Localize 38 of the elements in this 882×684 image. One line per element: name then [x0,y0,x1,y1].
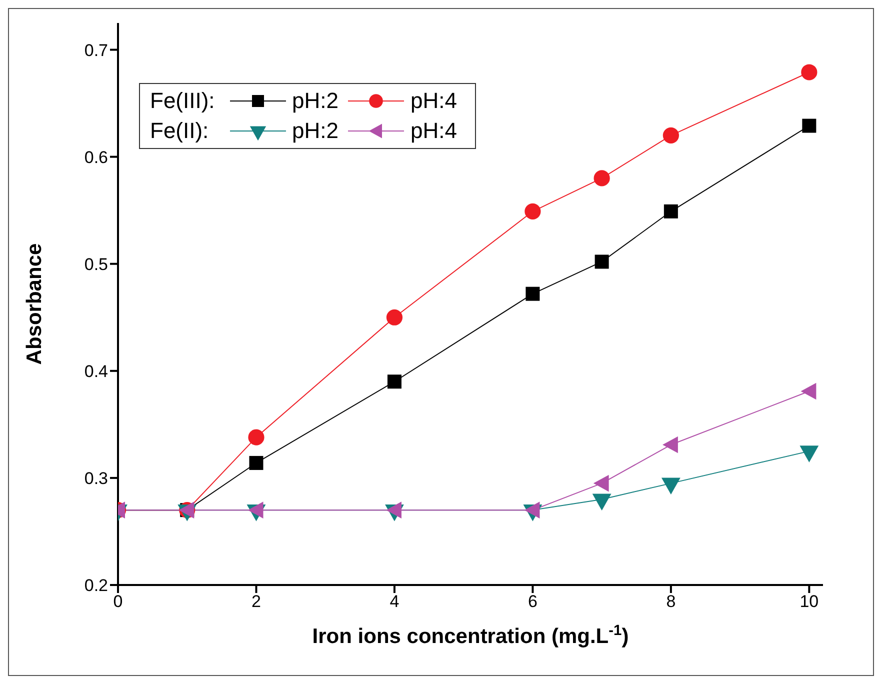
point [594,254,609,269]
point [664,204,678,218]
point [594,170,610,186]
point [526,286,540,301]
point [800,382,816,400]
y-tick-label: 0.7 [84,40,108,60]
y-tick-label: 0.4 [84,362,108,381]
legend-label: pH:2 [292,88,338,114]
y-tick-label: 0.5 [84,254,108,274]
point [802,118,816,133]
y-tick-label: 0.2 [84,576,108,596]
y-tick-label: 0.6 [84,148,108,167]
point [801,64,818,80]
point [662,127,679,144]
point [249,456,264,470]
x-tick-label: 4 [390,592,400,612]
annotation: Fe(II): [150,118,210,144]
x-axis-title: Iron ions concentration (mg.L$^{-1}$) [312,623,629,648]
x-tick-label: 6 [528,592,538,612]
x-tick-label: 2 [252,592,261,612]
point [524,502,540,518]
point [387,374,402,389]
point [248,429,264,446]
legend-label: pH:2 [292,118,338,144]
x-tick-label: 0 [113,592,123,612]
point [524,203,541,220]
point [386,502,402,518]
x-tick-label: 10 [800,592,819,612]
point [662,436,678,454]
y-axis-title: Absorbance [23,243,46,365]
point [386,309,403,326]
point [248,502,264,518]
y-tick-label: 0.3 [84,468,108,488]
legend-label: pH:4 [410,118,457,144]
point [593,474,609,492]
legend-label: pH:4 [410,88,457,114]
annotation: Fe(III): [150,88,216,114]
x-tick-label: 8 [666,592,676,612]
